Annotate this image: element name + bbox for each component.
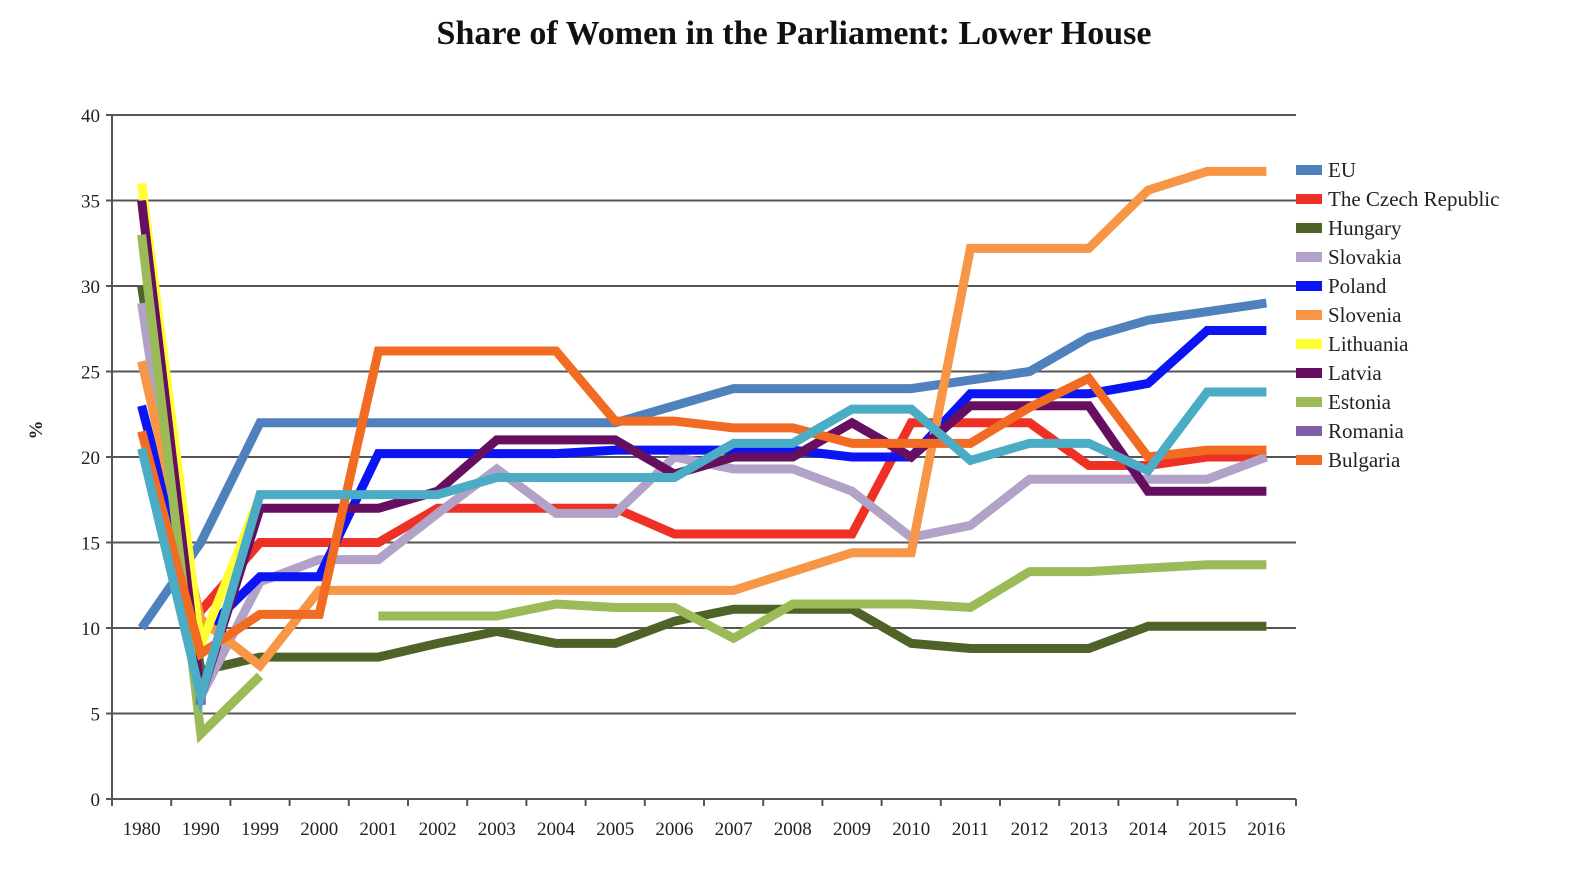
series-line: [137, 234, 264, 744]
legend-item: Estonia: [1296, 390, 1392, 414]
legend-swatch: [1296, 397, 1322, 407]
y-tick-label: 10: [81, 619, 100, 640]
series-unlabeled: [137, 387, 1267, 714]
legend-item: Bulgaria: [1296, 448, 1401, 472]
legend-item: Latvia: [1296, 361, 1382, 385]
legend-label: EU: [1328, 158, 1356, 182]
legend-label: The Czech Republic: [1328, 187, 1499, 211]
axes: 0 5 10 15 20 25 30 35 40 1980 1990 1999 2000 2001 2002…: [81, 106, 1297, 840]
legend-swatch: [1296, 194, 1322, 204]
x-tick-label: 2001: [359, 819, 397, 840]
x-tick-label: 2010: [892, 819, 930, 840]
x-tick-label: 2011: [952, 819, 989, 840]
legend-label: Latvia: [1328, 361, 1382, 385]
y-tick-label: 20: [81, 448, 100, 469]
legend-label: Estonia: [1328, 390, 1392, 414]
y-tick-label: 40: [81, 106, 100, 127]
legend-swatch: [1296, 455, 1322, 465]
series-line: [137, 302, 1268, 711]
legend-swatch: [1296, 252, 1322, 262]
x-tick-label: 2008: [774, 819, 812, 840]
x-tick-label: 2003: [478, 819, 516, 840]
x-tick-label: 2009: [833, 819, 871, 840]
legend-label: Lithuania: [1328, 332, 1409, 356]
legend-label: Poland: [1328, 274, 1387, 298]
x-tick-label: 2002: [419, 819, 457, 840]
x-tick-label: 1980: [123, 819, 161, 840]
legend-swatch: [1296, 310, 1322, 320]
x-tick-label: 2012: [1011, 819, 1049, 840]
legend-label: Slovakia: [1328, 245, 1402, 269]
x-tick-label: 2005: [596, 819, 634, 840]
legend-swatch: [1296, 339, 1322, 349]
series-line: [137, 298, 1268, 631]
series-estonia: [137, 234, 1267, 744]
legend-item: Slovenia: [1296, 303, 1402, 327]
legend-item: Lithuania: [1296, 332, 1409, 356]
legend-swatch: [1296, 426, 1322, 436]
series-hungary: [137, 285, 1267, 677]
legend-label: Slovenia: [1328, 303, 1402, 327]
legend: EU The Czech Republic Hungary Slovakia Polan…: [1296, 158, 1499, 472]
x-tick-label: 2006: [655, 819, 693, 840]
x-tick-label: 2007: [715, 819, 753, 840]
legend-item: Romania: [1296, 419, 1404, 443]
y-tick-label: 0: [91, 790, 101, 811]
series-slovakia: [137, 302, 1268, 711]
y-axis-label: %: [26, 421, 47, 440]
chart-title: Share of Women in the Parliament: Lower …: [437, 15, 1152, 52]
series-bulgaria: [137, 346, 1267, 661]
series-lines: [137, 166, 1268, 744]
legend-swatch: [1296, 368, 1322, 378]
legend-swatch: [1296, 165, 1322, 175]
legend-label: Romania: [1328, 419, 1404, 443]
legend-item: Poland: [1296, 274, 1387, 298]
legend-label: Bulgaria: [1328, 448, 1401, 472]
x-tick-label: 2015: [1188, 819, 1226, 840]
legend-item: The Czech Republic: [1296, 187, 1499, 211]
legend-item: EU: [1296, 158, 1356, 182]
x-tick-label: 2004: [537, 819, 576, 840]
legend-swatch: [1296, 281, 1322, 291]
x-tick-label: 2000: [300, 819, 338, 840]
series-line: [197, 418, 1267, 614]
y-tick-label: 15: [81, 534, 100, 555]
series-eu: [137, 298, 1268, 631]
legend-swatch: [1296, 223, 1322, 233]
x-tick-label: 2014: [1129, 819, 1168, 840]
y-tick-label: 35: [81, 192, 100, 213]
x-tick-label: 2013: [1070, 819, 1108, 840]
x-tick-label: 1990: [182, 819, 220, 840]
series-line: [137, 285, 1267, 677]
y-tick-label: 5: [91, 705, 101, 726]
legend-item: Slovakia: [1296, 245, 1402, 269]
y-tick-label: 30: [81, 277, 100, 298]
x-tick-label: 1999: [241, 819, 279, 840]
series-the-czech-republic: [197, 418, 1267, 614]
legend-item: Hungary: [1296, 216, 1402, 240]
series-line: [137, 387, 1267, 714]
series-line: [137, 346, 1267, 661]
series-line: [378, 560, 1267, 644]
x-tick-label: 2016: [1247, 819, 1285, 840]
legend-label: Hungary: [1328, 216, 1402, 240]
y-tick-label: 25: [81, 363, 100, 384]
